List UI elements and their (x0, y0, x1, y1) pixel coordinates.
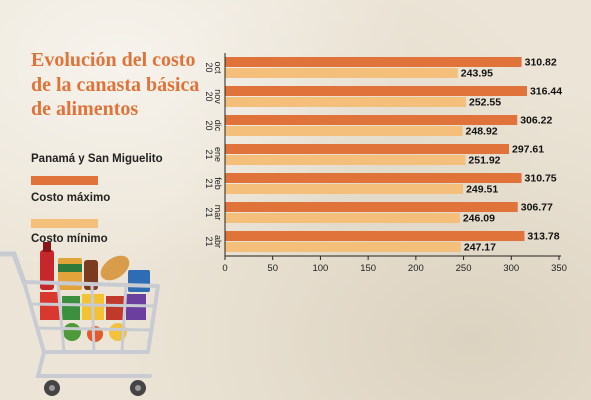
x-tick-label: 350 (551, 263, 567, 274)
y-tick-label-month: oct (213, 61, 223, 74)
y-tick-label-month: ene (213, 147, 223, 162)
x-tick-label: 300 (503, 263, 519, 274)
y-tick-label-year: 21 (204, 207, 214, 217)
bar-max (225, 144, 510, 154)
x-tick-label: 50 (267, 263, 278, 274)
shopping-cart-illustration (0, 242, 160, 396)
x-tick-label: 200 (408, 263, 424, 274)
y-tick-label-month: dic (213, 120, 223, 132)
x-tick-label: 0 (222, 263, 227, 274)
bar-min (225, 184, 464, 194)
x-tick-label: 250 (456, 263, 472, 274)
data-label: 249.51 (466, 184, 498, 196)
data-label: 252.55 (469, 97, 501, 109)
bar-min (225, 213, 460, 223)
x-tick-label: 100 (312, 263, 328, 274)
data-label: 247.17 (464, 242, 496, 254)
legend-swatch-max (31, 176, 98, 185)
data-label: 306.22 (520, 115, 552, 127)
y-tick-label-month: feb (213, 177, 223, 190)
chart-title: Evolución del costo de la canasta básica… (31, 49, 200, 120)
data-label: 251.92 (468, 155, 500, 167)
bar-max (225, 202, 518, 212)
bar-min (225, 155, 466, 165)
y-tick-label-month: abr (213, 235, 223, 248)
data-label: 310.75 (525, 173, 557, 185)
y-tick-label-year: 20 (204, 91, 214, 101)
bar-min (225, 126, 463, 136)
data-label: 297.61 (512, 144, 544, 156)
y-tick-label-month: nov (213, 89, 223, 104)
y-tick-label-year: 21 (204, 178, 214, 188)
data-label: 246.09 (463, 213, 495, 225)
region-label: Panamá y San Miguelito (31, 153, 163, 165)
bar-min (225, 68, 458, 78)
y-tick-label-year: 21 (204, 149, 214, 159)
bar-max (225, 231, 525, 241)
bar-min (225, 242, 461, 252)
y-tick-label-month: mar (213, 205, 223, 221)
x-tick-label: 150 (360, 263, 376, 274)
legend-swatch-min (31, 219, 98, 228)
data-label: 306.77 (521, 202, 553, 214)
y-tick-label-year: 20 (204, 62, 214, 72)
data-label: 316.44 (530, 86, 562, 98)
bar-max (225, 57, 522, 67)
y-tick-label-year: 20 (204, 120, 214, 130)
data-label: 310.82 (525, 57, 557, 69)
bar-min (225, 97, 467, 107)
y-tick-label-year: 21 (204, 236, 214, 246)
data-label: 248.92 (466, 126, 498, 138)
bar-max (225, 115, 518, 125)
data-label: 243.95 (461, 68, 493, 80)
bar-max (225, 173, 522, 183)
legend-label-max: Costo máximo (31, 192, 111, 204)
data-label: 313.78 (527, 231, 559, 243)
bar-max (225, 86, 527, 96)
